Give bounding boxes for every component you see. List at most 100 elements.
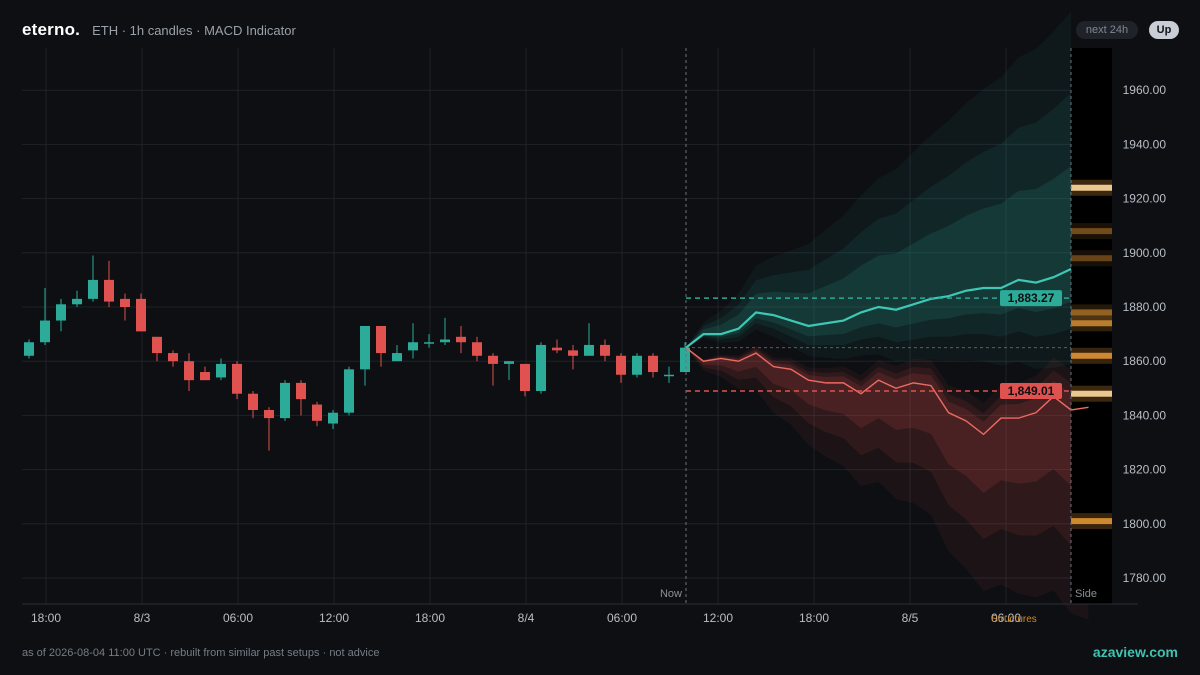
direction-badge[interactable]: Up	[1149, 21, 1179, 39]
candle-body	[40, 320, 50, 343]
candle-body	[344, 369, 354, 413]
x-tick-label: 8/3	[134, 611, 151, 625]
y-tick-label: 1800.00	[1123, 517, 1167, 531]
x-tick-label: 8/4	[518, 611, 535, 625]
candle-body	[136, 298, 146, 332]
x-tick-label: 06:00	[607, 611, 637, 625]
candle-body	[648, 355, 658, 373]
heat-band	[1071, 228, 1112, 235]
candle-body	[552, 347, 562, 351]
candle-body	[632, 355, 642, 375]
heat-band	[1071, 255, 1112, 262]
candle-body	[328, 412, 338, 424]
x-tick-label: 18:00	[799, 611, 829, 625]
y-tick-label: 1780.00	[1123, 571, 1167, 585]
heat-band	[1071, 184, 1112, 191]
y-tick-label: 1940.00	[1123, 137, 1167, 151]
y-tick-label: 1840.00	[1123, 408, 1167, 422]
candle-body	[120, 298, 130, 307]
candle-body	[88, 279, 98, 299]
x-tick-label: 12:00	[703, 611, 733, 625]
forecast-band	[686, 347, 1089, 549]
target-down-label: 1,849.01	[1008, 384, 1055, 398]
axis-labels: 1780.00 1800.00 1820.00 1840.00 1860.00 1880.…	[31, 83, 1166, 625]
candle-body	[152, 336, 162, 354]
target-up-label: 1,883.27	[1008, 291, 1055, 305]
candle-body	[280, 382, 290, 419]
candle-body	[168, 353, 178, 362]
x-tick-label: 06:00	[223, 611, 253, 625]
candle-body	[376, 325, 386, 354]
candle-body	[312, 404, 322, 421]
heat-band	[1071, 309, 1112, 316]
candle-body	[232, 363, 242, 394]
candle-body	[680, 347, 690, 373]
x-tick-label: 12:00	[319, 611, 349, 625]
candle-body	[248, 393, 258, 410]
forecast-up-line	[685, 268, 1072, 349]
now-label: Now	[660, 588, 682, 600]
candle-body	[24, 342, 34, 356]
candle-body	[424, 342, 434, 344]
candle-body	[472, 342, 482, 356]
forecast-down-line	[685, 347, 1089, 436]
chart-subtitle: ETH · 1h candles · MACD Indicator	[92, 22, 296, 38]
heat-band	[1071, 352, 1112, 359]
x-tick-label: 8/5	[902, 611, 919, 625]
x-tick-label: 18:00	[415, 611, 445, 625]
candle-body	[72, 298, 82, 305]
heat-band	[1071, 518, 1112, 525]
forecast-band	[686, 166, 1071, 348]
y-tick-label: 1880.00	[1123, 300, 1167, 314]
heat-band	[1071, 320, 1112, 327]
side-label: Side	[1075, 588, 1097, 600]
forecast-band	[686, 347, 1089, 494]
y-tick-label: 1820.00	[1123, 463, 1167, 477]
axes	[22, 48, 1138, 605]
candle-body	[440, 339, 450, 343]
forecast-band	[686, 92, 1071, 348]
brand-logo: eterno.	[22, 20, 81, 39]
y-tick-label: 1920.00	[1123, 192, 1167, 206]
candle-body	[392, 353, 402, 362]
footer-note: as of 2026-08-04 11:00 UTC · rebuilt fro…	[22, 647, 380, 659]
structures-label: Structures	[991, 614, 1037, 625]
y-tick-label: 1960.00	[1123, 83, 1167, 97]
candle-body	[536, 344, 546, 392]
side-heat-bands	[1071, 179, 1112, 530]
heat-band-glow	[1071, 223, 1112, 240]
target-up-box	[1000, 290, 1062, 307]
candle-body	[488, 355, 498, 364]
header: eterno. ETH · 1h candles · MACD Indicato…	[22, 18, 296, 42]
x-tick-label: 18:00	[31, 611, 61, 625]
grid-lines	[22, 48, 1071, 604]
candle-body	[104, 279, 114, 302]
horizon-badge[interactable]: next 24h	[1076, 21, 1138, 39]
candle-body	[600, 344, 610, 356]
y-tick-label: 1860.00	[1123, 354, 1167, 368]
candle-body	[56, 304, 66, 321]
candle-body	[664, 374, 674, 377]
forecast-band	[686, 345, 1089, 620]
forecast-lines: 1,883.27 1,849.01	[685, 268, 1089, 436]
forecast-fans	[686, 11, 1089, 620]
heat-band	[1071, 390, 1112, 397]
candle-body	[616, 355, 626, 375]
candle-body	[504, 361, 514, 364]
candle-body	[200, 372, 210, 381]
candle-body	[184, 361, 194, 381]
y-tick-label: 1900.00	[1123, 246, 1167, 260]
candle-body	[568, 350, 578, 356]
x-tick-label: 06:00	[991, 611, 1021, 625]
candle-body	[456, 336, 466, 343]
candle-body	[408, 342, 418, 351]
site-link[interactable]: azaview.com	[1092, 644, 1178, 660]
target-down-box	[1000, 382, 1062, 399]
candle-body	[584, 344, 594, 356]
candle-body	[520, 363, 530, 392]
heat-band-glow	[1071, 250, 1112, 267]
candle-body	[360, 325, 370, 370]
candles	[24, 255, 690, 451]
forecast-band	[686, 11, 1071, 369]
